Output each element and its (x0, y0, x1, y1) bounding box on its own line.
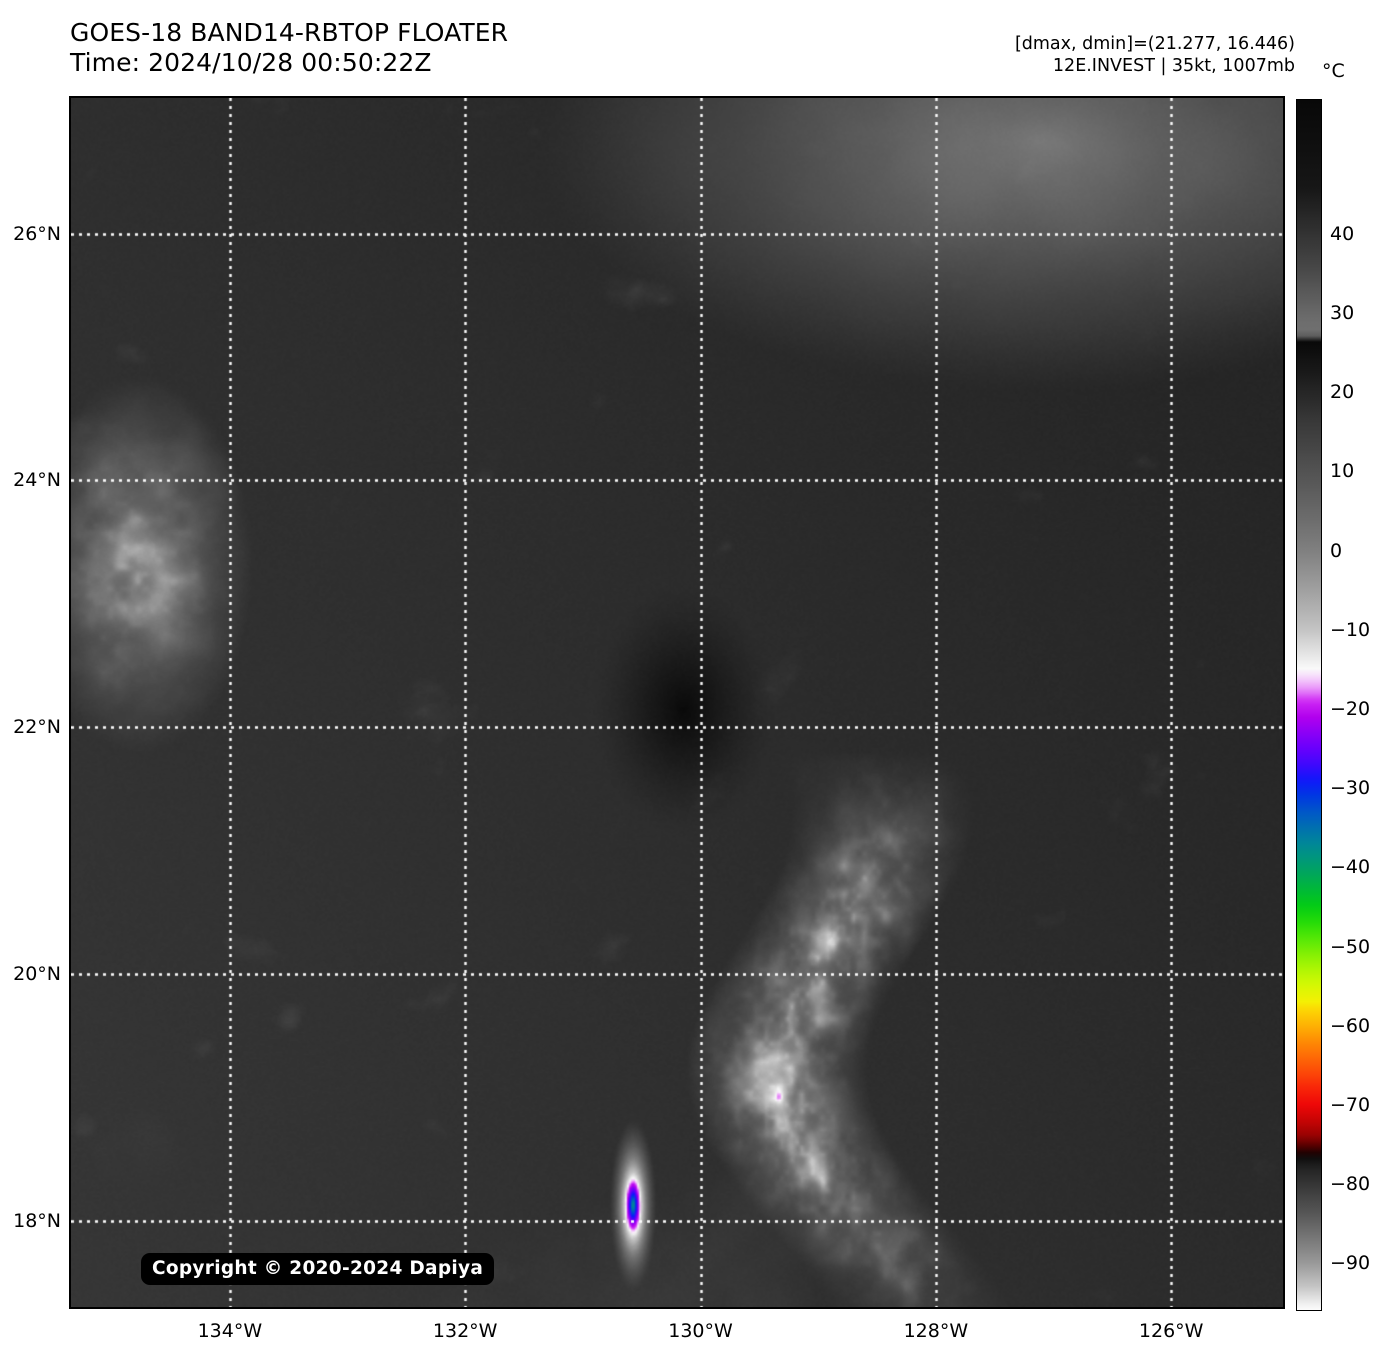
satellite-imagery-canvas (71, 98, 1283, 1307)
y-tick-label: 20°N (13, 962, 61, 985)
colorbar-tick-label: −80 (1330, 1173, 1371, 1196)
colorbar-tick-label: −10 (1330, 618, 1371, 641)
x-tick-label: 132°W (432, 1320, 498, 1342)
colorbar-tick-label: 10 (1330, 460, 1355, 483)
colorbar-tick-label: −40 (1330, 856, 1371, 879)
x-tick-label: 126°W (1138, 1320, 1204, 1342)
x-tick-label: 134°W (197, 1320, 263, 1342)
colorbar-tick-label: 0 (1330, 539, 1343, 562)
x-tick-label: 128°W (903, 1320, 969, 1342)
page-title: GOES-18 BAND14-RBTOP FLOATER (70, 18, 509, 47)
colorbar-gradient (1296, 99, 1322, 1311)
y-tick-label: 22°N (13, 716, 61, 739)
colorbar-tick-label: −20 (1330, 697, 1371, 720)
timestamp-label: Time: 2024/10/28 00:50:22Z (70, 48, 432, 77)
colorbar-tick-label: −30 (1330, 777, 1371, 800)
colorbar-tick-label: 40 (1330, 222, 1355, 245)
colorbar-tick-label: −60 (1330, 1014, 1371, 1037)
satellite-image-plot[interactable]: Copyright © 2020-2024 Dapiya (69, 96, 1285, 1309)
colorbar-tick-label: 20 (1330, 381, 1355, 404)
header-left: GOES-18 BAND14-RBTOP FLOATER Time: 2024/… (70, 18, 508, 78)
storm-info-label: 12E.INVEST | 35kt, 1007mb (1052, 56, 1295, 76)
y-tick-label: 26°N (13, 222, 61, 245)
y-tick-label: 18°N (13, 1209, 61, 1232)
colorbar-tick-label: −50 (1330, 935, 1371, 958)
x-tick-label: 130°W (668, 1320, 733, 1342)
data-range-label: [dmax, dmin]=(21.277, 16.446) (1014, 34, 1295, 54)
colorbar-unit-label: °C (1322, 60, 1345, 82)
colorbar-tick-label: −90 (1330, 1252, 1371, 1275)
header-right: [dmax, dmin]=(21.277, 16.446) 12E.INVEST… (1015, 33, 1295, 77)
colorbar[interactable] (1296, 99, 1322, 1311)
colorbar-tick-label: −70 (1330, 1094, 1371, 1117)
copyright-watermark: Copyright © 2020-2024 Dapiya (141, 1253, 495, 1285)
colorbar-tick-label: 30 (1330, 301, 1355, 324)
y-tick-label: 24°N (13, 469, 61, 492)
